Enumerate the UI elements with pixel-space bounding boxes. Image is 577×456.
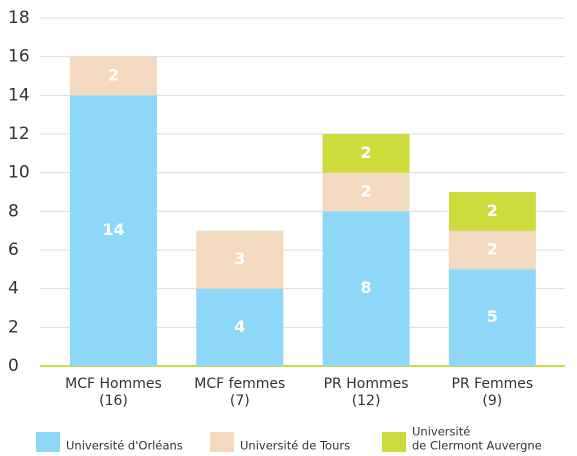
x-tick-label: MCF Hommes xyxy=(65,376,162,392)
bar-segment xyxy=(69,56,157,96)
data-label: 14 xyxy=(102,220,124,239)
bar-segment xyxy=(322,134,410,173)
y-tick-label: 4 xyxy=(8,279,19,299)
data-label: 8 xyxy=(360,278,371,297)
bar-segment xyxy=(448,230,536,270)
y-tick-label: 0 xyxy=(8,356,19,376)
bar-segment xyxy=(69,95,157,366)
x-tick-label: (16) xyxy=(99,393,128,409)
x-tick-label: (9) xyxy=(482,393,502,409)
x-tick-label: (12) xyxy=(352,393,381,409)
data-label: 4 xyxy=(234,317,245,336)
bar-segment xyxy=(322,211,410,366)
y-tick-label: 8 xyxy=(8,201,19,221)
y-tick-label: 2 xyxy=(8,317,19,337)
bar-segment xyxy=(322,172,410,212)
x-tick-label: (7) xyxy=(230,393,250,409)
legend-swatch xyxy=(210,432,234,452)
bar-segment xyxy=(448,269,536,366)
data-label: 2 xyxy=(108,66,119,85)
x-tick-label: MCF femmes xyxy=(194,376,285,392)
legend-label: Université de Tours xyxy=(240,439,350,453)
data-label: 5 xyxy=(487,307,498,326)
legend-label: de Clermont Auvergne xyxy=(412,439,542,453)
y-tick-label: 10 xyxy=(8,163,30,183)
bar-segment xyxy=(196,288,284,366)
data-label: 2 xyxy=(487,240,498,259)
bar-segment xyxy=(196,230,284,289)
y-tick-label: 14 xyxy=(8,85,30,105)
x-tick-label: PR Hommes xyxy=(324,376,409,392)
y-tick-label: 6 xyxy=(8,240,19,260)
legend-label: Université xyxy=(412,425,470,439)
data-label: 2 xyxy=(360,143,371,162)
y-tick-label: 16 xyxy=(8,47,30,67)
bar-segment xyxy=(448,192,536,231)
data-label: 2 xyxy=(487,201,498,220)
y-tick-label: 18 xyxy=(8,8,30,28)
legend-swatch xyxy=(36,432,60,452)
legend-swatch xyxy=(382,432,406,452)
y-tick-label: 12 xyxy=(8,124,30,144)
data-label: 2 xyxy=(360,182,371,201)
data-label: 3 xyxy=(234,249,245,268)
legend-label: Université d'Orléans xyxy=(66,439,183,453)
x-tick-label: PR Femmes xyxy=(452,376,534,392)
